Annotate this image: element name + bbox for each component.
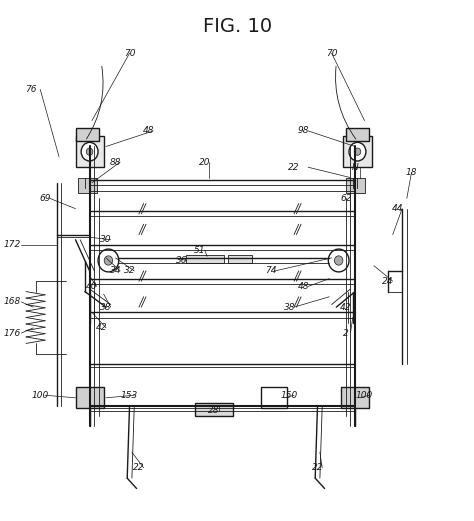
Text: 88: 88 — [109, 157, 121, 167]
Circle shape — [98, 249, 119, 272]
Text: FIG. 10: FIG. 10 — [203, 17, 272, 36]
Text: 172: 172 — [3, 241, 21, 250]
Text: N: N — [352, 163, 358, 172]
Bar — [75, 388, 104, 408]
Text: 38: 38 — [100, 303, 112, 312]
Text: 98: 98 — [298, 127, 309, 135]
Text: 42: 42 — [340, 303, 352, 312]
Bar — [341, 388, 369, 408]
Text: 28: 28 — [209, 406, 220, 415]
Text: 32: 32 — [124, 266, 135, 276]
Text: 2: 2 — [343, 329, 348, 338]
Text: 42: 42 — [96, 324, 107, 332]
Circle shape — [349, 142, 366, 161]
Circle shape — [81, 142, 98, 161]
Text: 40: 40 — [86, 282, 98, 291]
Text: 70: 70 — [124, 48, 135, 58]
Text: 48: 48 — [143, 127, 154, 135]
Text: 69: 69 — [39, 194, 51, 203]
Text: 22: 22 — [133, 463, 145, 473]
Bar — [186, 255, 224, 263]
Circle shape — [335, 256, 343, 265]
Text: 22: 22 — [312, 463, 323, 473]
Text: 70: 70 — [326, 48, 337, 58]
Text: 74: 74 — [265, 266, 276, 276]
Bar — [75, 136, 104, 167]
Bar — [346, 128, 369, 141]
Text: 100: 100 — [356, 391, 373, 400]
Text: 153: 153 — [121, 391, 138, 400]
Bar — [78, 178, 97, 193]
Text: 100: 100 — [32, 391, 49, 400]
Text: 36: 36 — [175, 256, 187, 265]
Text: 76: 76 — [25, 85, 36, 94]
Bar — [346, 178, 365, 193]
Circle shape — [354, 148, 361, 155]
Bar — [261, 388, 287, 408]
Bar — [228, 255, 252, 263]
Text: 168: 168 — [3, 297, 21, 306]
Text: 150: 150 — [281, 391, 298, 400]
Text: 18: 18 — [406, 168, 417, 177]
Text: 176: 176 — [3, 329, 21, 338]
Circle shape — [104, 256, 113, 265]
Text: 38: 38 — [283, 303, 295, 312]
Circle shape — [86, 148, 93, 155]
Circle shape — [328, 249, 349, 272]
Text: 34: 34 — [109, 266, 121, 276]
Text: 22: 22 — [288, 163, 300, 172]
Text: 48: 48 — [298, 282, 309, 291]
Text: 30: 30 — [100, 235, 112, 244]
Text: 44: 44 — [392, 204, 403, 213]
Text: 51: 51 — [194, 245, 206, 255]
Bar — [195, 403, 233, 416]
Bar — [75, 128, 99, 141]
Bar — [343, 136, 372, 167]
Text: 62: 62 — [340, 194, 352, 203]
Text: 24: 24 — [382, 277, 394, 286]
Text: 20: 20 — [199, 157, 210, 167]
